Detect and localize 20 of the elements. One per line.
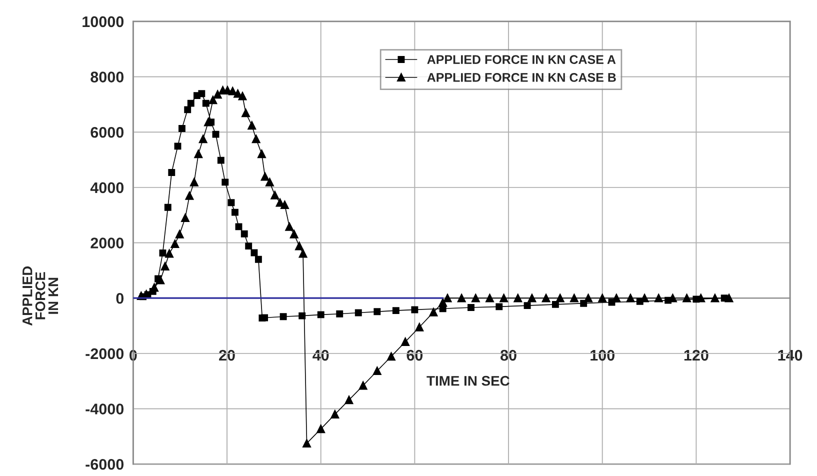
x-tick-label: 100 (590, 350, 614, 361)
y-tick-label: -6000 (86, 458, 124, 470)
legend-label: APPLIED FORCE IN KN CASE A (427, 55, 616, 64)
x-tick-label: 120 (684, 350, 708, 361)
x-tick-label: 20 (219, 350, 235, 361)
y-tick-label: 2000 (90, 238, 124, 248)
y-tick-label: -2000 (86, 348, 124, 360)
y-tick-label: -4000 (86, 404, 124, 414)
y-tick-label: 6000 (90, 126, 124, 138)
y-tick-label: 4000 (90, 182, 124, 194)
y-tick-label: 0 (116, 292, 124, 304)
x-tick-label: 60 (406, 350, 423, 361)
legend-label: APPLIED FORCE IN KN CASE B (427, 73, 616, 82)
x-tick-label: 40 (312, 350, 329, 361)
y-tick-label: 10000 (82, 16, 124, 28)
x-tick-label: 80 (500, 350, 516, 361)
x-tick-label: 140 (778, 350, 802, 361)
y-tick-label: 8000 (90, 72, 124, 82)
x-axis-title: TIME IN SEC (426, 376, 510, 386)
y-axis-title: APPLIED FORCE IN KN (22, 266, 58, 326)
